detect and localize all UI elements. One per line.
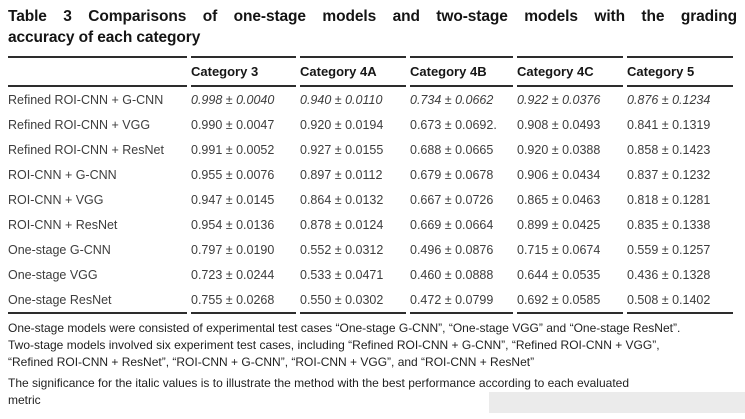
accuracy-value: 0.496 ± 0.0876 <box>410 242 494 257</box>
accuracy-value: 0.864 ± 0.0132 <box>300 192 384 207</box>
significance-line-1: The significance for the italic values i… <box>8 376 630 390</box>
accuracy-value: 0.922 ± 0.0376 <box>517 92 601 107</box>
table-caption-line-2: accuracy of each category <box>8 29 201 46</box>
table-row: Refined ROI-CNN + ResNet 0.991 ± 0.0052 0.… <box>8 137 733 162</box>
table-row: Refined ROI-CNN + G-CNN 0.998 ± 0.0040 0.9… <box>8 87 733 112</box>
results-table: Category 3 Category 4A Category 4B Category… <box>4 56 737 314</box>
footnote-line-2: Two-stage models involved six experiment… <box>8 338 660 352</box>
accuracy-value: 0.818 ± 0.1281 <box>627 192 711 207</box>
accuracy-value: 0.472 ± 0.0799 <box>410 287 513 314</box>
paper-table-figure: Table 3 Comparisons of one-stage models … <box>8 6 737 409</box>
render-artifact-overlay <box>489 392 745 413</box>
model-name: ROI-CNN + G-CNN <box>8 167 117 182</box>
accuracy-value: 0.667 ± 0.0726 <box>410 192 494 207</box>
accuracy-value: 0.550 ± 0.0302 <box>300 287 406 314</box>
accuracy-value: 0.460 ± 0.0888 <box>410 267 494 282</box>
model-name: Refined ROI-CNN + G-CNN <box>8 92 164 107</box>
accuracy-value: 0.734 ± 0.0662 <box>410 92 494 107</box>
model-name: ROI-CNN + VGG <box>8 192 104 207</box>
accuracy-value: 0.679 ± 0.0678 <box>410 167 494 182</box>
accuracy-value: 0.899 ± 0.0425 <box>517 217 601 232</box>
accuracy-value: 0.436 ± 0.1328 <box>627 267 711 282</box>
accuracy-value: 0.508 ± 0.1402 <box>627 287 733 314</box>
accuracy-value: 0.723 ± 0.0244 <box>191 267 275 282</box>
model-name: Refined ROI-CNN + VGG <box>8 117 151 132</box>
accuracy-value: 0.755 ± 0.0268 <box>191 287 296 314</box>
accuracy-value: 0.692 ± 0.0585 <box>517 287 623 314</box>
accuracy-value: 0.990 ± 0.0047 <box>191 117 275 132</box>
footnote-line-3: “Refined ROI-CNN + ResNet”, “ROI-CNN + G… <box>8 355 535 369</box>
table-footnote: One-stage models were consisted of exper… <box>8 320 737 371</box>
accuracy-value: 0.908 ± 0.0493 <box>517 117 601 132</box>
accuracy-value: 0.878 ± 0.0124 <box>300 217 384 232</box>
column-header: Category 4B <box>410 56 513 87</box>
accuracy-value: 0.835 ± 0.1338 <box>627 217 711 232</box>
column-header-model <box>8 56 187 87</box>
accuracy-value: 0.927 ± 0.0155 <box>300 142 384 157</box>
accuracy-value: 0.897 ± 0.0112 <box>300 167 383 182</box>
table-row: ROI-CNN + VGG 0.947 ± 0.0145 0.864 ± 0.013… <box>8 187 733 212</box>
accuracy-value: 0.876 ± 0.1234 <box>627 92 711 107</box>
model-name: ROI-CNN + ResNet <box>8 217 118 232</box>
accuracy-value: 0.552 ± 0.0312 <box>300 242 384 257</box>
model-name: One-stage ResNet <box>8 287 187 314</box>
accuracy-value: 0.837 ± 0.1232 <box>627 167 711 182</box>
table-caption: Table 3 Comparisons of one-stage models … <box>8 6 737 48</box>
column-header: Category 4C <box>517 56 623 87</box>
model-name: Refined ROI-CNN + ResNet <box>8 142 164 157</box>
accuracy-value: 0.715 ± 0.0674 <box>517 242 601 257</box>
table-row: One-stage VGG 0.723 ± 0.0244 0.533 ± 0.047… <box>8 262 733 287</box>
significance-line-2: metric <box>8 393 41 407</box>
footnote-line-1: One-stage models were consisted of exper… <box>8 321 681 335</box>
accuracy-value: 0.954 ± 0.0136 <box>191 217 275 232</box>
accuracy-value: 0.644 ± 0.0535 <box>517 267 601 282</box>
accuracy-value: 0.858 ± 0.1423 <box>627 142 711 157</box>
accuracy-value: 0.955 ± 0.0076 <box>191 167 275 182</box>
table-header-row: Category 3 Category 4A Category 4B Category… <box>8 56 733 87</box>
accuracy-value: 0.947 ± 0.0145 <box>191 192 275 207</box>
table-row: ROI-CNN + G-CNN 0.955 ± 0.0076 0.897 ± 0.0… <box>8 162 733 187</box>
accuracy-value: 0.998 ± 0.0040 <box>191 92 275 107</box>
accuracy-value: 0.920 ± 0.0388 <box>517 142 601 157</box>
accuracy-value: 0.940 ± 0.0110 <box>300 92 383 107</box>
accuracy-value: 0.669 ± 0.0664 <box>410 217 494 232</box>
accuracy-value: 0.991 ± 0.0052 <box>191 142 275 157</box>
table-row: One-stage ResNet 0.755 ± 0.0268 0.550 ± 0.… <box>8 287 733 314</box>
column-header: Category 5 <box>627 56 733 87</box>
accuracy-value: 0.559 ± 0.1257 <box>627 242 711 257</box>
model-name: One-stage G-CNN <box>8 242 111 257</box>
accuracy-value: 0.797 ± 0.0190 <box>191 242 275 257</box>
significance-note: The significance for the italic values i… <box>8 375 737 409</box>
accuracy-value: 0.920 ± 0.0194 <box>300 117 384 132</box>
accuracy-value: 0.688 ± 0.0665 <box>410 142 494 157</box>
model-name: One-stage VGG <box>8 267 98 282</box>
column-header: Category 3 <box>191 56 296 87</box>
accuracy-value: 0.673 ± 0.0692. <box>410 117 497 132</box>
accuracy-value: 0.865 ± 0.0463 <box>517 192 601 207</box>
accuracy-value: 0.906 ± 0.0434 <box>517 167 601 182</box>
table-row: Refined ROI-CNN + VGG 0.990 ± 0.0047 0.920… <box>8 112 733 137</box>
accuracy-value: 0.533 ± 0.0471 <box>300 267 384 282</box>
column-header: Category 4A <box>300 56 406 87</box>
table-row: One-stage G-CNN 0.797 ± 0.0190 0.552 ± 0.0… <box>8 237 733 262</box>
table-row: ROI-CNN + ResNet 0.954 ± 0.0136 0.878 ± 0.… <box>8 212 733 237</box>
table-caption-line-1: Table 3 Comparisons of one-stage models … <box>8 8 737 25</box>
accuracy-value: 0.841 ± 0.1319 <box>627 117 711 132</box>
